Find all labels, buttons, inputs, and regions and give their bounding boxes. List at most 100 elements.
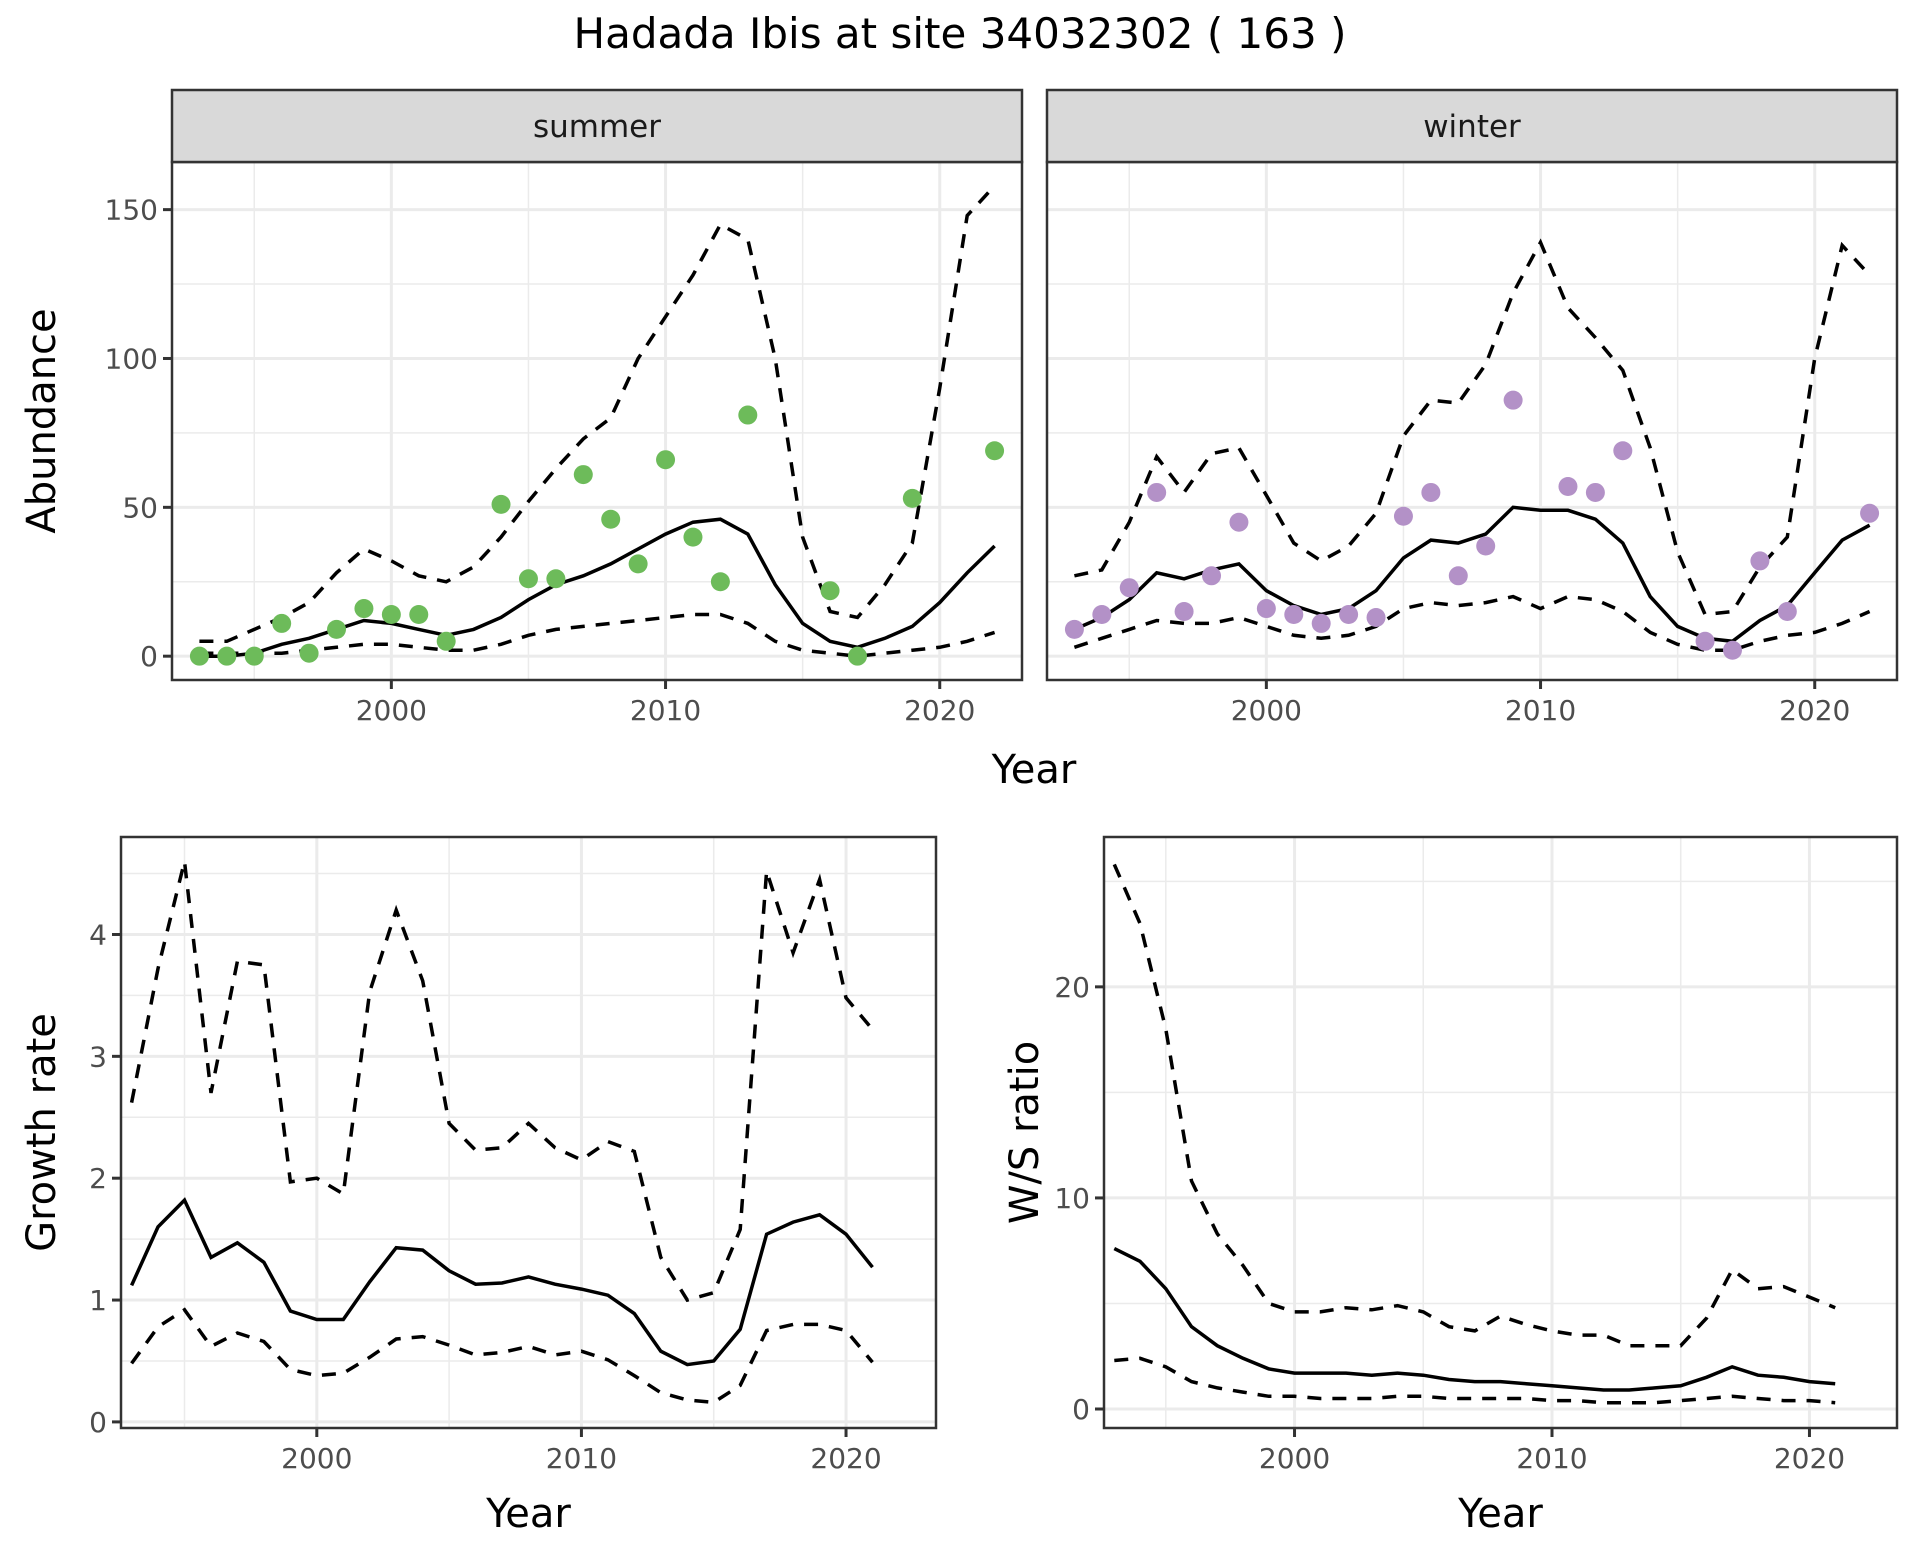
winter-data-point [1147,482,1167,502]
winter-data-point [1064,619,1084,639]
summer-data-point [272,613,292,633]
summer-data-point [244,646,264,666]
summer-data-point [985,441,1005,461]
winter-lower-line [1073,594,1871,652]
summer-data-point [628,554,648,574]
winter-data-point [1613,441,1633,461]
growth-y-tick-label: 2 [89,1162,107,1195]
summer-y-tick-label: 150 [105,194,158,227]
summer-x-tick-label: 2010 [630,694,701,727]
ws-upper-line [1112,863,1836,1348]
winter-data-point [1202,566,1222,586]
summer-data-point [327,619,347,639]
growth-y-axis-title: Growth rate [19,1013,65,1252]
winter-data-point [1229,512,1249,532]
growth-y-tick-label: 3 [89,1040,107,1073]
summer-data-point [902,488,922,508]
summer-data-point [217,646,237,666]
winter-data-point [1284,605,1304,625]
summer-data-point [189,646,209,666]
winter-data-point [1750,551,1770,571]
growth-x-tick-label: 2020 [810,1442,881,1475]
summer-data-point [601,509,621,529]
summer-data-point [683,527,703,547]
winter-data-point [1860,503,1880,523]
winter-data-point [1722,640,1742,660]
summer-strip-label: summer [533,109,661,145]
growth-y-tick-label: 0 [89,1406,107,1439]
summer-x-tick-label: 2020 [904,694,975,727]
summer-y-tick-label: 50 [122,491,158,524]
growth-plot-background [121,837,936,1428]
growth-y-tick-label: 1 [89,1284,107,1317]
winter-x-tick-label: 2000 [1231,694,1302,727]
winter-data-point [1695,631,1715,651]
ws-x-tick-label: 2000 [1259,1442,1330,1475]
summer-series-group [189,184,1005,666]
summer-plot-background [172,162,1022,680]
growth-panel: 2000 2010 2020 0 1 2 3 4 [89,835,938,1475]
winter-upper-line [1074,238,1871,617]
summer-data-point [436,631,456,651]
ws-x-tick-label: 2010 [1516,1442,1587,1475]
growth-x-tick-label: 2000 [281,1442,352,1475]
summer-upper-line [199,184,996,644]
ws-lower-line [1114,1356,1836,1405]
winter-data-point [1777,602,1797,622]
growth-x-axis-title: Year [485,1491,571,1537]
ws-panel: 2000 2010 2020 0 10 20 [1054,835,1899,1475]
winter-series-group [1064,238,1880,660]
winter-strip [1045,88,1899,164]
ws-x-axis-title: Year [1457,1491,1543,1537]
summer-data-point [847,646,867,666]
winter-data-point [1558,476,1578,496]
winter-plot-background [1047,162,1897,680]
summer-data-point [656,450,676,470]
ws-x-tick-label: 2020 [1774,1442,1845,1475]
winter-data-point [1448,566,1468,586]
growth-upper-line [129,860,874,1303]
ws-panel-border [1102,835,1899,1430]
ws-plot-background [1104,837,1897,1428]
figure-title: Hadada Ibis at site 34032302 ( 163 ) [574,9,1347,58]
winter-data-point [1339,605,1359,625]
winter-data-point [1421,482,1441,502]
summer-data-point [546,569,566,589]
winter-strip-label: winter [1423,109,1521,145]
winter-data-point [1092,605,1112,625]
summer-strip [170,88,1024,164]
summer-data-point [491,494,511,514]
ws-y-tick-label: 10 [1054,1182,1090,1215]
winter-data-point [1503,390,1523,410]
winter-data-point [1256,599,1276,619]
growth-panel-border [119,835,938,1430]
ws-y-tick-label: 0 [1072,1393,1090,1426]
winter-data-point [1311,613,1331,633]
growth-y-tick-label: 4 [89,918,107,951]
summer-data-point [299,643,319,663]
summer-x-tick-label: 2000 [356,694,427,727]
summer-data-point [738,405,758,425]
summer-y-tick-label: 0 [140,640,158,673]
winter-x-tick-label: 2010 [1505,694,1576,727]
growth-x-tick-label: 2010 [546,1442,617,1475]
winter-data-point [1393,506,1413,526]
abundance-y-axis-title: Abundance [19,308,65,533]
summer-y-tick-label: 100 [105,342,158,375]
ws-y-tick-label: 20 [1054,971,1090,1004]
winter-data-point [1366,607,1386,627]
winter-x-tick-label: 2020 [1779,694,1850,727]
summer-data-point [573,465,593,485]
winter-data-point [1174,602,1194,622]
summer-data-point [409,605,429,625]
winter-data-point [1476,536,1496,556]
summer-data-point [518,569,538,589]
summer-data-point [354,599,374,619]
winter-panel: 2000 2010 2020 winter [1045,88,1899,727]
summer-panel: 2000 2010 2020 0 50 100 150 summer [105,88,1024,727]
summer-data-point [820,581,840,601]
growth-mean-line [130,1197,874,1367]
abundance-x-axis-title: Year [991,747,1077,793]
summer-data-point [710,572,730,592]
